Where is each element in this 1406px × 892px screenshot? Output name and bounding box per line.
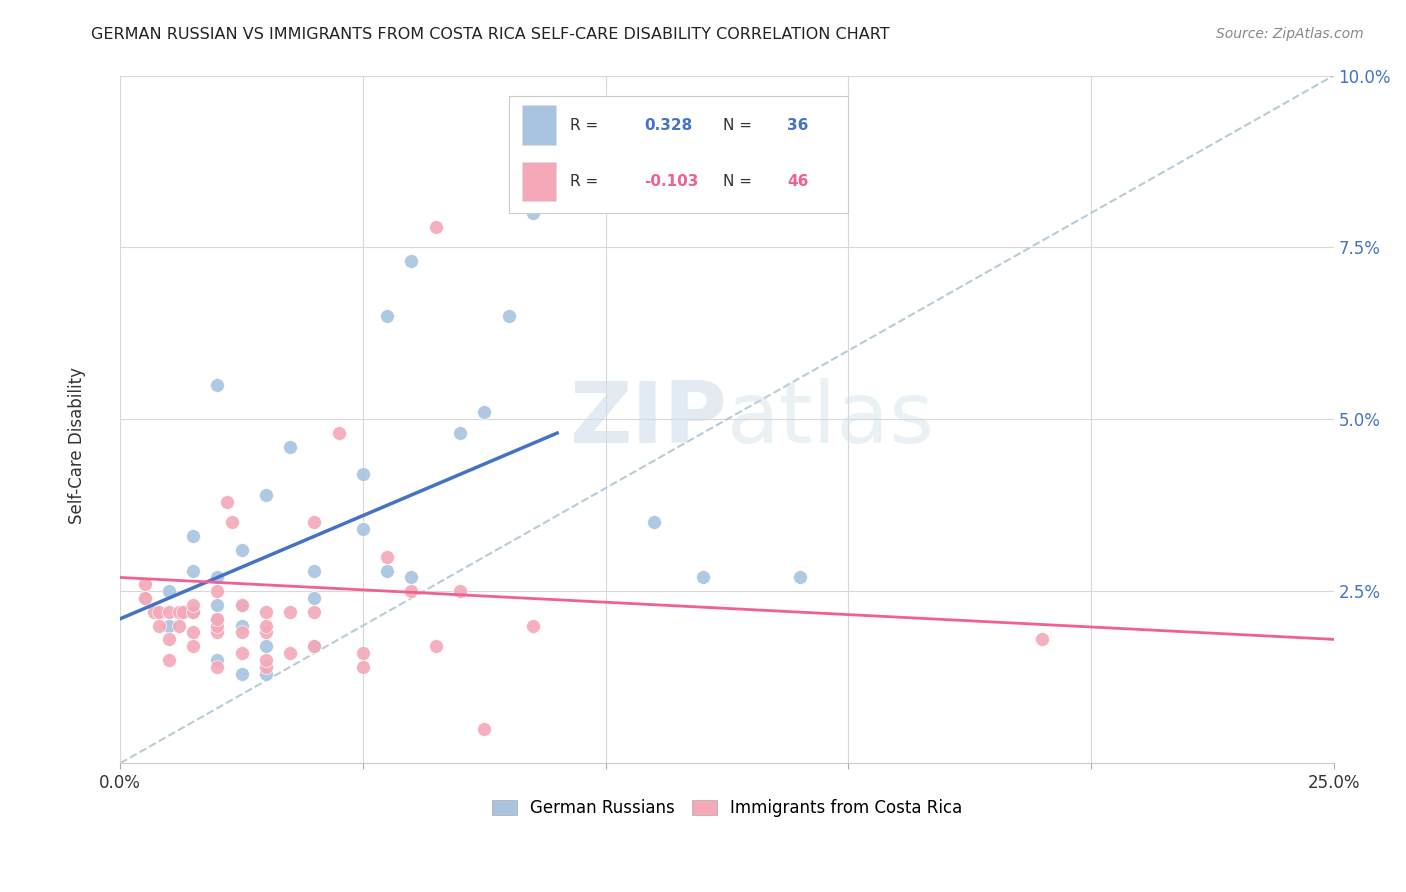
Point — [304, 639, 326, 653]
Text: atlas: atlas — [727, 378, 935, 461]
Point — [254, 653, 277, 667]
Point — [278, 646, 301, 660]
Point — [522, 206, 544, 220]
Point — [375, 564, 398, 578]
Point — [425, 639, 447, 653]
Point — [304, 516, 326, 530]
Point — [181, 605, 204, 619]
Point — [254, 666, 277, 681]
Point — [472, 722, 495, 736]
Point — [157, 618, 180, 632]
Point — [254, 660, 277, 674]
Text: Self-Care Disability: Self-Care Disability — [69, 368, 86, 524]
Point — [401, 254, 423, 268]
Point — [304, 591, 326, 606]
Point — [207, 598, 229, 612]
Point — [231, 625, 253, 640]
Point — [207, 570, 229, 584]
Point — [167, 618, 190, 632]
Point — [134, 577, 156, 591]
Point — [207, 378, 229, 392]
Point — [546, 137, 568, 152]
Point — [207, 618, 229, 632]
Point — [181, 564, 204, 578]
Point — [181, 639, 204, 653]
Point — [1031, 632, 1053, 647]
Point — [472, 405, 495, 419]
Point — [692, 570, 714, 584]
Point — [231, 598, 253, 612]
Point — [157, 605, 180, 619]
Point — [231, 666, 253, 681]
Point — [304, 639, 326, 653]
Legend: German Russians, Immigrants from Costa Rica: German Russians, Immigrants from Costa R… — [485, 792, 969, 823]
Point — [207, 612, 229, 626]
Point — [231, 646, 253, 660]
Point — [254, 605, 277, 619]
Point — [134, 591, 156, 606]
Point — [221, 516, 243, 530]
Point — [254, 639, 277, 653]
Point — [181, 625, 204, 640]
Point — [181, 598, 204, 612]
Point — [352, 646, 374, 660]
Point — [352, 467, 374, 482]
Point — [157, 653, 180, 667]
Text: Source: ZipAtlas.com: Source: ZipAtlas.com — [1216, 27, 1364, 41]
Point — [278, 440, 301, 454]
Point — [425, 219, 447, 234]
Point — [172, 605, 194, 619]
Point — [148, 618, 170, 632]
Point — [181, 529, 204, 543]
Point — [148, 605, 170, 619]
Text: GERMAN RUSSIAN VS IMMIGRANTS FROM COSTA RICA SELF-CARE DISABILITY CORRELATION CH: GERMAN RUSSIAN VS IMMIGRANTS FROM COSTA … — [91, 27, 890, 42]
Text: ZIP: ZIP — [569, 378, 727, 461]
Point — [449, 584, 471, 599]
Point — [207, 612, 229, 626]
Point — [278, 605, 301, 619]
Point — [254, 488, 277, 502]
Point — [304, 605, 326, 619]
Point — [207, 625, 229, 640]
Point — [352, 660, 374, 674]
Point — [134, 591, 156, 606]
Point — [231, 618, 253, 632]
Point — [328, 426, 350, 441]
Point — [789, 570, 811, 584]
Point — [375, 309, 398, 323]
Point — [157, 632, 180, 647]
Point — [181, 605, 204, 619]
Point — [498, 309, 520, 323]
Point — [304, 564, 326, 578]
Point — [231, 543, 253, 558]
Point — [375, 549, 398, 564]
Point — [167, 605, 190, 619]
Point — [254, 625, 277, 640]
Point — [217, 495, 239, 509]
Point — [254, 618, 277, 632]
Point — [157, 584, 180, 599]
Point — [643, 516, 665, 530]
Point — [143, 605, 166, 619]
Point — [207, 660, 229, 674]
Point — [207, 584, 229, 599]
Point — [449, 426, 471, 441]
Point — [522, 618, 544, 632]
Point — [207, 653, 229, 667]
Point — [401, 584, 423, 599]
Point — [401, 570, 423, 584]
Point — [231, 598, 253, 612]
Point — [352, 522, 374, 536]
